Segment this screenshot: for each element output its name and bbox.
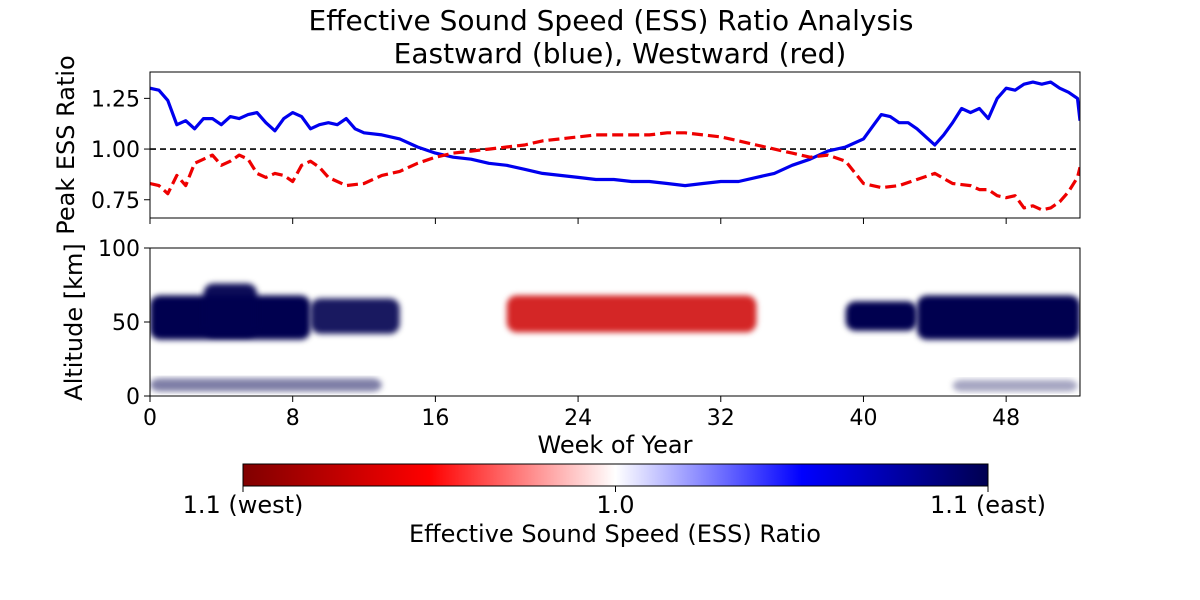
- top-y-axis-label: Peak ESS Ratio: [52, 55, 80, 235]
- colorbar-label: Effective Sound Speed (ESS) Ratio: [409, 520, 821, 548]
- chart-title-line1: Effective Sound Speed (ESS) Ratio Analys…: [309, 4, 914, 37]
- heatmap-region-west-4: [506, 295, 757, 333]
- bottom-x-ticks: 0 8 16 24 32 40 48: [143, 396, 1020, 431]
- bottom-x-tick-label: 32: [707, 406, 735, 431]
- heatmap-layer: [150, 283, 1080, 392]
- top-axes-frame: [149, 71, 1081, 219]
- chart-title-line2: Eastward (blue), Westward (red): [394, 37, 847, 70]
- colorbar-tick-label-west: 1.1 (west): [183, 491, 304, 519]
- bottom-y-ticks: 0 50 100: [98, 237, 150, 410]
- top-y-tick-label: 1.25: [91, 87, 140, 112]
- heatmap-region-east-8: [952, 379, 1078, 392]
- eastward-series-line: [150, 80, 1080, 188]
- top-y-tick-label: 0.75: [91, 189, 140, 214]
- bottom-x-tick-label: 16: [421, 406, 449, 431]
- bottom-y-axis-label: Altitude [km]: [60, 243, 88, 400]
- colorbar: 1.1 (west) 1.0 1.1 (east) Effective Soun…: [183, 463, 1046, 548]
- bottom-x-tick-label: 0: [143, 406, 157, 431]
- top-y-tick-label: 1.00: [91, 138, 140, 163]
- heatmap-region-east-2: [310, 298, 400, 334]
- bottom-y-tick-label: 100: [98, 237, 140, 262]
- heatmap-region-east-7: [150, 378, 382, 392]
- bottom-y-tick-label: 50: [112, 311, 140, 336]
- colorbar-bar: [242, 463, 989, 487]
- top-y-ticks: 0.75 1.00 1.25: [91, 87, 150, 214]
- x-axis-label: Week of Year: [538, 431, 693, 459]
- westward-series-line: [150, 131, 1080, 212]
- heatmap-region-east-6: [916, 295, 1080, 340]
- bottom-x-tick-label: 40: [849, 406, 877, 431]
- bottom-x-tick-label: 8: [286, 406, 300, 431]
- bottom-x-tick-label: 48: [992, 406, 1020, 431]
- heatmap-region-east-5: [845, 301, 917, 331]
- top-x-ticks: [149, 218, 1007, 224]
- top-panel: 0.75 1.00 1.25 Peak ESS Ratio: [52, 55, 1081, 235]
- bottom-panel: 0 50 100 0 8 16 24 32 40 48 Altitude [km] Week o…: [60, 237, 1081, 459]
- top-series-layer: [150, 80, 1080, 212]
- bottom-x-tick-label: 24: [564, 406, 592, 431]
- heatmap-region-east-3: [203, 283, 258, 337]
- colorbar-tick-label-center: 1.0: [596, 491, 634, 519]
- bottom-y-tick-label: 0: [126, 385, 140, 410]
- colorbar-tick-label-east: 1.1 (east): [930, 491, 1046, 519]
